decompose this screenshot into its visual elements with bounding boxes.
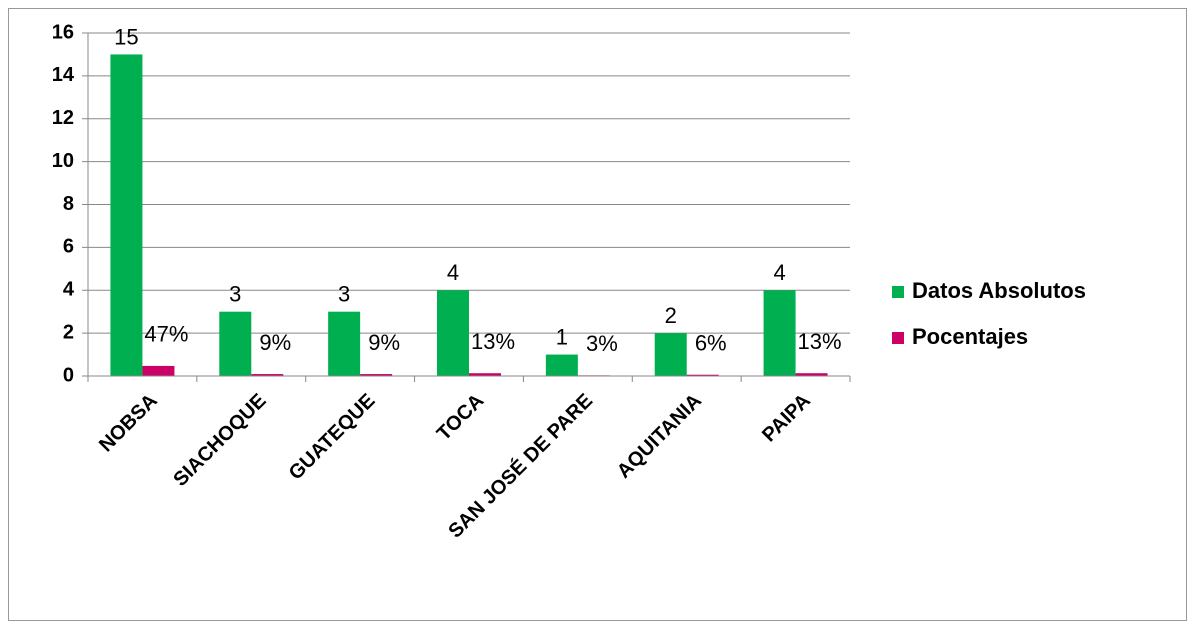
bar	[795, 373, 828, 376]
y-tick-label: 8	[63, 193, 74, 215]
y-tick-label: 10	[52, 150, 74, 172]
legend-label: Pocentajes	[912, 324, 1028, 349]
bar	[437, 290, 469, 376]
data-label: 9%	[368, 330, 400, 355]
bar	[110, 54, 143, 376]
data-label: 13%	[471, 329, 515, 354]
bar	[219, 311, 252, 376]
data-label: 15	[114, 24, 138, 49]
y-tick-label: 6	[63, 236, 74, 258]
legend-label: Datos Absolutos	[912, 278, 1086, 303]
data-label: 1	[556, 324, 568, 349]
y-tick-label: 2	[63, 321, 74, 343]
data-label: 6%	[695, 331, 727, 356]
bar	[686, 374, 719, 376]
bar	[328, 311, 361, 376]
data-label: 4	[447, 260, 459, 285]
data-label: 3%	[586, 331, 618, 356]
data-label: 9%	[259, 330, 291, 355]
bar	[545, 354, 578, 376]
data-label: 47%	[144, 322, 188, 347]
bar	[654, 333, 687, 376]
bar	[763, 290, 796, 376]
data-label: 3	[338, 282, 350, 307]
bar	[469, 373, 501, 376]
legend-swatch	[892, 286, 904, 298]
data-label: 2	[665, 303, 677, 328]
bar	[360, 374, 393, 376]
bar	[142, 365, 175, 376]
y-tick-label: 4	[63, 279, 75, 301]
chart-border	[8, 8, 1187, 621]
y-tick-label: 0	[63, 364, 74, 386]
y-tick-label: 14	[52, 64, 75, 86]
bar	[251, 374, 284, 376]
data-label: 4	[773, 260, 785, 285]
legend-swatch	[892, 332, 904, 344]
y-tick-label: 12	[52, 107, 74, 129]
y-tick-label: 16	[52, 21, 74, 43]
data-label: 13%	[798, 329, 842, 354]
data-label: 3	[229, 282, 241, 307]
